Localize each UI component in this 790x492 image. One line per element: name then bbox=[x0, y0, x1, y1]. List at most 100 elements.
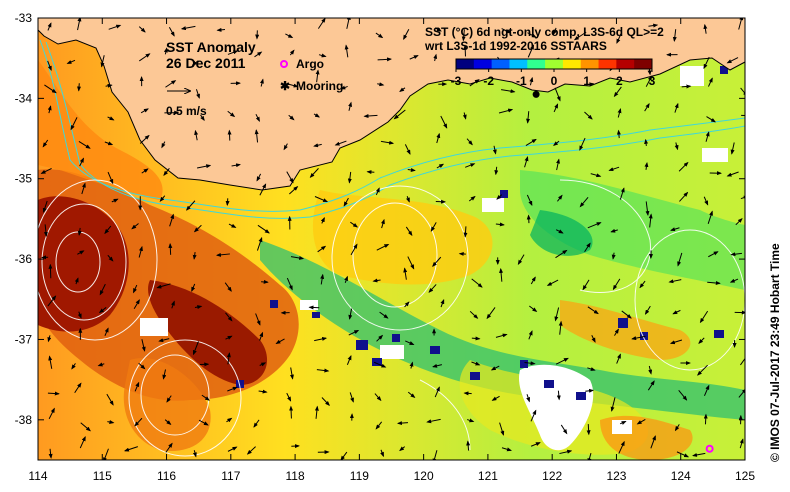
current-vector bbox=[407, 256, 415, 270]
current-vector bbox=[639, 280, 646, 289]
current-vector bbox=[77, 18, 82, 31]
current-vector bbox=[380, 449, 384, 458]
current-vector bbox=[140, 108, 149, 114]
current-vector bbox=[440, 298, 445, 308]
lon-tick-label: 117 bbox=[221, 469, 240, 483]
current-vector bbox=[133, 284, 138, 294]
current-vector bbox=[432, 363, 442, 368]
current-vector bbox=[529, 76, 534, 86]
current-vector bbox=[501, 28, 512, 34]
current-vector bbox=[462, 112, 467, 120]
current-vector bbox=[254, 51, 263, 58]
current-vector bbox=[501, 89, 516, 94]
current-vector bbox=[108, 24, 122, 30]
current-vector bbox=[648, 365, 653, 375]
current-vector bbox=[463, 226, 468, 238]
current-vector bbox=[79, 157, 84, 167]
current-vector bbox=[350, 243, 358, 256]
current-vector bbox=[672, 309, 681, 315]
colorbar-segment bbox=[473, 59, 493, 69]
current-vector bbox=[409, 55, 419, 60]
current-vector bbox=[396, 421, 408, 426]
current-vector bbox=[159, 195, 166, 202]
current-vector bbox=[740, 87, 745, 97]
current-vector bbox=[314, 337, 328, 342]
colorbar-tick-label: -3 bbox=[451, 74, 462, 88]
current-vector bbox=[707, 210, 713, 224]
current-vector bbox=[168, 242, 173, 255]
current-vector bbox=[490, 365, 500, 371]
current-vector bbox=[376, 244, 390, 251]
current-vector bbox=[287, 83, 299, 88]
current-vector bbox=[77, 227, 82, 236]
current-vector bbox=[619, 420, 627, 425]
current-vector bbox=[739, 438, 744, 449]
current-vector bbox=[678, 161, 689, 172]
current-vector bbox=[80, 422, 91, 432]
current-vector bbox=[471, 278, 483, 288]
current-vector bbox=[613, 86, 622, 98]
current-vector bbox=[496, 194, 503, 200]
current-vector bbox=[471, 336, 481, 341]
colorbar-tick-label: -1 bbox=[516, 74, 527, 88]
current-vector bbox=[253, 419, 260, 428]
current-vector bbox=[66, 59, 76, 64]
current-vector bbox=[348, 101, 353, 111]
current-vector bbox=[648, 23, 659, 28]
current-vector bbox=[320, 273, 325, 285]
current-vector bbox=[730, 142, 735, 155]
current-vector bbox=[192, 251, 197, 260]
current-vector bbox=[288, 114, 295, 121]
lon-tick-label: 119 bbox=[350, 469, 369, 483]
current-vector bbox=[286, 171, 294, 184]
current-vector bbox=[617, 108, 622, 118]
current-vector bbox=[647, 380, 655, 391]
colorbar-title: SST (°C) 6d ngt-only comp, L3S-6d QL>=2 bbox=[425, 25, 664, 39]
current-vector bbox=[499, 267, 504, 282]
current-vector bbox=[674, 102, 679, 113]
lon-tick-label: 116 bbox=[157, 469, 176, 483]
current-vector bbox=[608, 166, 620, 172]
current-vector bbox=[104, 141, 114, 146]
cold-patches bbox=[236, 66, 728, 400]
current-vector bbox=[376, 334, 384, 342]
current-vector bbox=[123, 446, 138, 452]
current-vector bbox=[669, 339, 683, 345]
current-vector bbox=[555, 249, 568, 259]
current-vector bbox=[226, 352, 231, 365]
argo-legend: Argo bbox=[280, 57, 324, 71]
current-vector bbox=[461, 29, 466, 42]
current-vector bbox=[706, 116, 716, 123]
current-vector bbox=[554, 87, 561, 102]
current-vector bbox=[375, 32, 384, 39]
current-vector bbox=[495, 333, 508, 338]
current-vector bbox=[134, 417, 143, 427]
current-vector bbox=[346, 355, 352, 365]
current-vector bbox=[587, 306, 599, 315]
current-vector bbox=[587, 222, 602, 229]
current-vector bbox=[163, 47, 168, 55]
current-vector bbox=[198, 419, 209, 426]
current-vector bbox=[670, 227, 680, 232]
current-vector bbox=[158, 338, 170, 343]
current-vector bbox=[703, 384, 710, 396]
current-vector bbox=[111, 198, 119, 203]
current-vector bbox=[74, 382, 82, 394]
current-vector bbox=[708, 251, 719, 258]
lat-tick-label: -34 bbox=[15, 91, 33, 105]
current-vector bbox=[466, 138, 473, 146]
cloud-gaps bbox=[140, 66, 728, 451]
current-vector bbox=[409, 361, 414, 369]
current-vector bbox=[344, 44, 349, 58]
current-vector bbox=[309, 168, 319, 178]
current-vector bbox=[436, 132, 441, 144]
current-vector bbox=[259, 183, 267, 196]
current-vector bbox=[591, 335, 596, 343]
current-vector bbox=[644, 138, 649, 147]
current-vector bbox=[616, 353, 621, 364]
current-vector bbox=[379, 311, 389, 319]
current-vector bbox=[579, 196, 589, 208]
lon-tick-label: 122 bbox=[542, 469, 562, 483]
current-vector bbox=[676, 451, 690, 458]
current-vector bbox=[43, 224, 48, 237]
